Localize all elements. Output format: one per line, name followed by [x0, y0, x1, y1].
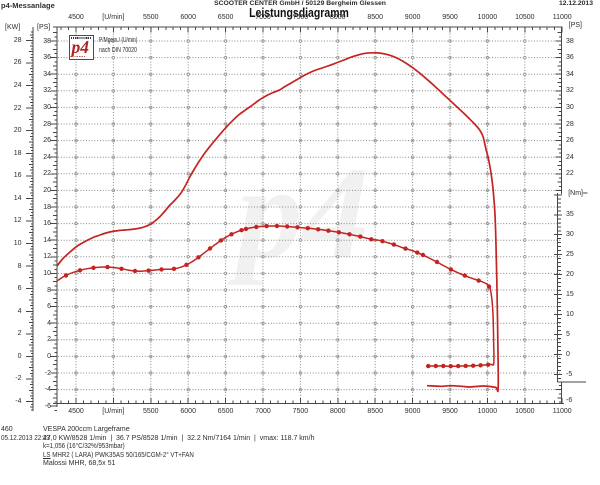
svg-text:p4: p4 [227, 139, 369, 286]
